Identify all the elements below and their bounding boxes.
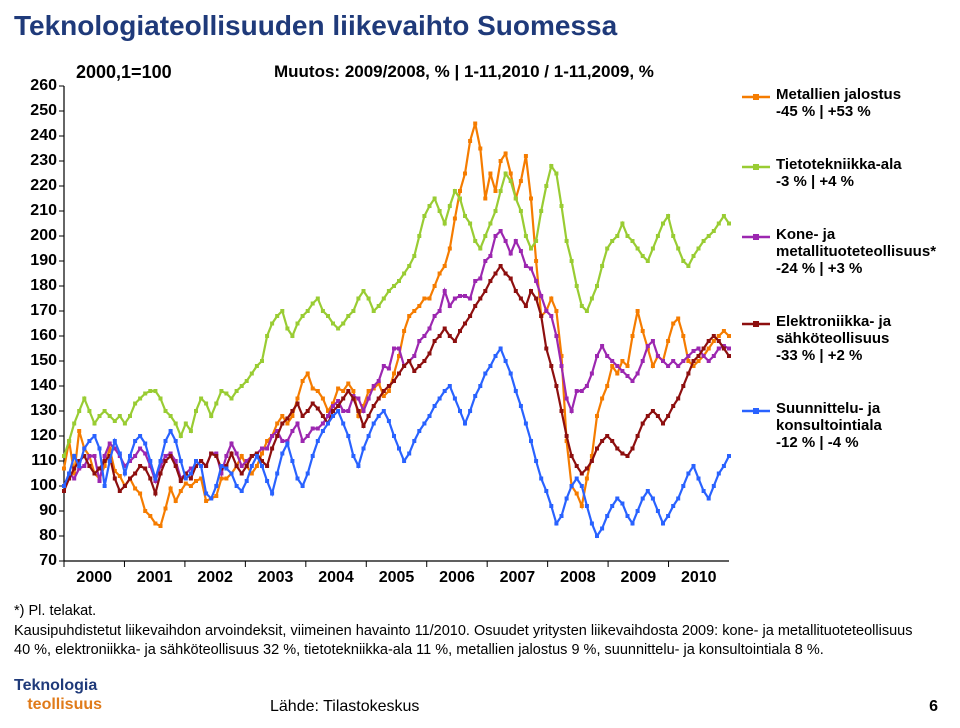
legend-text-wrap: Kone- ja metallituoteteollisuus*-24 % | … [776,226,946,277]
source-label: Lähde: Tilastokeskus [270,698,419,716]
line-chart [14,56,734,596]
x-tick-label: 2007 [487,569,547,587]
y-tick-label: 210 [17,202,57,220]
chart-area: 2000,1=100 Muutos: 2009/2008, % | 1-11,2… [14,56,734,596]
legend: Metallien jalostus-45 % | +53 % Tietotekn… [734,56,946,596]
y-tick-label: 120 [17,427,57,445]
legend-series-name: Suunnittelu- ja konsultointiala [776,400,946,434]
x-tick-label: 2008 [548,569,608,587]
y-tick-label: 70 [17,552,57,570]
y-tick-label: 130 [17,402,57,420]
y-tick-label: 140 [17,377,57,395]
logo: Teknologia teollisuus [14,677,102,714]
x-tick-label: 2006 [427,569,487,587]
legend-series-sub: -45 % | +53 % [776,103,901,120]
chart-row: 2000,1=100 Muutos: 2009/2008, % | 1-11,2… [14,56,946,596]
legend-series-sub: -3 % | +4 % [776,173,902,190]
footnote: *) Pl. telakat. Kausipuhdistetut liikeva… [14,602,946,661]
legend-series-sub: -24 % | +3 % [776,260,946,277]
legend-text-wrap: Suunnittelu- ja konsultointiala-12 % | -… [776,400,946,451]
logo-top: Teknologia [14,677,97,694]
page-number: 6 [929,698,938,716]
x-tick-label: 2004 [306,569,366,587]
x-tick-label: 2009 [608,569,668,587]
legend-series-name: Elektroniikka- ja sähköteollisuus [776,313,946,347]
y-tick-label: 190 [17,252,57,270]
legend-series-name: Tietotekniikka-ala [776,156,902,173]
footnote-line3: 40 %, elektroniikka- ja sähköteollisuus … [14,642,824,658]
legend-item: Elektroniikka- ja sähköteollisuus-33 % |… [742,313,946,364]
x-tick-label: 2005 [367,569,427,587]
footnote-line1: *) Pl. telakat. [14,603,96,619]
x-tick-label: 2002 [185,569,245,587]
legend-series-sub: -12 % | -4 % [776,434,946,451]
y-tick-label: 150 [17,352,57,370]
x-tick-label: 2000 [64,569,124,587]
logo-bottom: teollisuus [27,696,102,713]
legend-item: Tietotekniikka-ala-3 % | +4 % [742,156,946,190]
legend-series-sub: -33 % | +2 % [776,347,946,364]
legend-item: Suunnittelu- ja konsultointiala-12 % | -… [742,400,946,451]
legend-marker [742,230,770,244]
x-tick-label: 2003 [246,569,306,587]
y-tick-label: 180 [17,277,57,295]
y-tick-label: 90 [17,502,57,520]
chart-subtitle: Muutos: 2009/2008, % | 1-11,2010 / 1-11,… [274,62,654,82]
y-tick-label: 170 [17,302,57,320]
base-label: 2000,1=100 [76,62,172,83]
legend-marker [742,160,770,174]
legend-item: Metallien jalostus-45 % | +53 % [742,86,946,120]
y-tick-label: 240 [17,127,57,145]
legend-series-name: Metallien jalostus [776,86,901,103]
legend-text-wrap: Metallien jalostus-45 % | +53 % [776,86,901,120]
legend-text-wrap: Tietotekniikka-ala-3 % | +4 % [776,156,902,190]
y-tick-label: 200 [17,227,57,245]
legend-marker [742,404,770,418]
y-tick-label: 160 [17,327,57,345]
legend-marker [742,317,770,331]
y-tick-label: 250 [17,102,57,120]
page-title: Teknologiateollisuuden liikevaihto Suome… [0,0,960,42]
y-tick-label: 80 [17,527,57,545]
y-tick-label: 230 [17,152,57,170]
x-tick-label: 2010 [669,569,729,587]
x-tick-label: 2001 [125,569,185,587]
y-tick-label: 220 [17,177,57,195]
y-tick-label: 260 [17,77,57,95]
legend-text-wrap: Elektroniikka- ja sähköteollisuus-33 % |… [776,313,946,364]
legend-marker [742,90,770,104]
footnote-line2: Kausipuhdistetut liikevaihdon arvoindeks… [14,623,912,639]
y-tick-label: 110 [17,452,57,470]
legend-item: Kone- ja metallituoteteollisuus*-24 % | … [742,226,946,277]
y-tick-label: 100 [17,477,57,495]
legend-series-name: Kone- ja metallituoteteollisuus* [776,226,946,260]
